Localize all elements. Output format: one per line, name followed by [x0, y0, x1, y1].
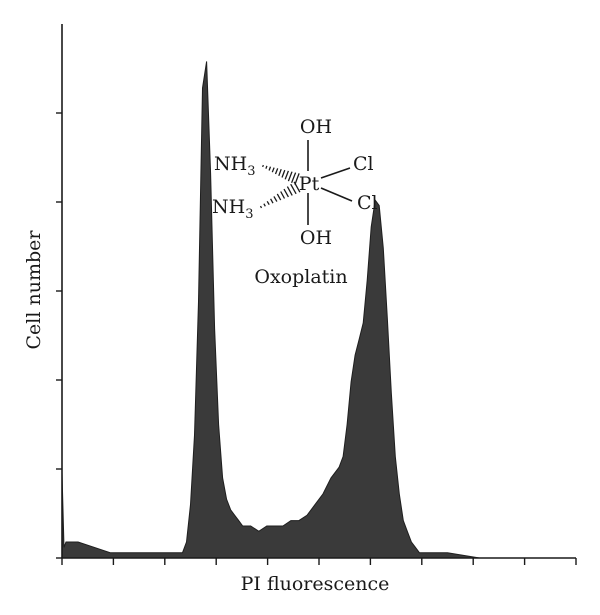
cl-lower-label: Cl	[357, 192, 378, 214]
oh-bottom-label: OH	[300, 227, 332, 249]
bond-pt-nh3-lower-hashed	[259, 181, 301, 209]
x-axis-ticks	[61, 558, 577, 565]
nh3-upper-label: NH3	[214, 153, 255, 179]
oh-top-label: OH	[300, 116, 332, 138]
hash-mark	[265, 165, 268, 169]
histogram-area	[61, 61, 576, 559]
oxoplatin-structure: OH Pt OH Cl Cl NH3 NH3 Oxoplatin	[212, 116, 378, 288]
x-axis-label: PI fluorescence	[241, 573, 390, 595]
plot-area	[61, 61, 576, 559]
hash-mark	[276, 193, 282, 201]
hash-mark	[263, 203, 266, 207]
hash-mark	[284, 170, 290, 180]
hash-mark	[262, 164, 264, 168]
nh3-lower-subscript: 3	[245, 207, 253, 222]
nh3-lower-label: NH3	[212, 196, 253, 222]
bond-pt-nh3-upper-hashed	[262, 164, 300, 185]
hash-mark	[293, 181, 301, 193]
hash-mark	[270, 198, 274, 204]
nh3-upper-subscript: 3	[247, 164, 255, 179]
hash-mark	[278, 168, 282, 177]
hash-mark	[273, 196, 278, 202]
hash-mark	[290, 172, 297, 184]
hash-mark	[286, 186, 293, 196]
cl-upper-label: Cl	[353, 153, 374, 175]
hash-mark	[259, 205, 263, 209]
hash-mark	[283, 188, 289, 198]
hash-mark	[287, 171, 293, 182]
pt-label: Pt	[299, 173, 320, 195]
bond-pt-cl-upper	[320, 167, 351, 179]
y-axis-label: Cell number	[23, 230, 45, 350]
hash-mark	[294, 173, 300, 185]
oxoplatin-label: Oxoplatin	[254, 266, 347, 288]
y-axis-ticks	[56, 112, 62, 559]
hash-mark	[280, 191, 286, 199]
hash-mark	[290, 183, 297, 195]
hash-mark	[271, 167, 275, 173]
hash-mark	[274, 168, 279, 175]
hash-mark	[266, 200, 270, 206]
bond-pt-cl-lower	[320, 187, 353, 202]
hash-mark	[281, 169, 286, 178]
hash-mark	[268, 166, 272, 171]
